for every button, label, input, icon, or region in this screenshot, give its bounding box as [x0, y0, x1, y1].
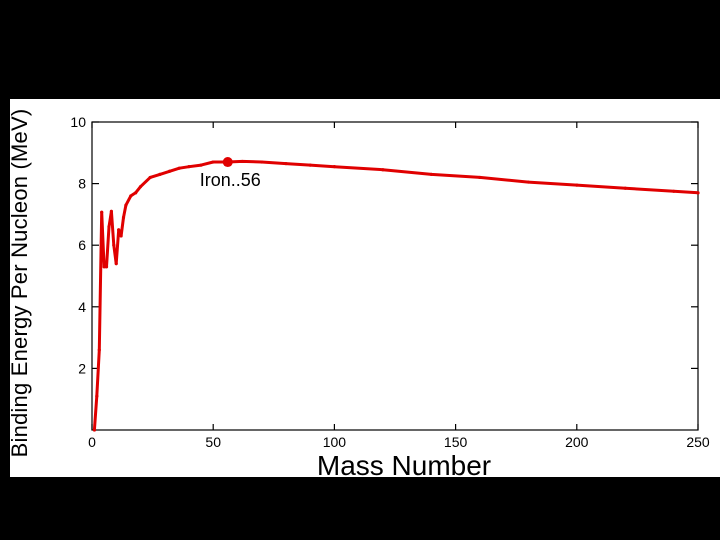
data-point	[104, 265, 109, 269]
data-point	[114, 262, 118, 266]
data-point	[575, 183, 579, 187]
plot-area-frame	[91, 121, 699, 431]
data-point	[100, 210, 104, 214]
x-tick-label: 200	[565, 434, 589, 450]
x-tick-label: 100	[323, 434, 347, 450]
iron-56-marker	[222, 157, 233, 168]
data-point	[134, 191, 138, 195]
binding-energy-series	[92, 159, 700, 432]
data-point	[95, 394, 99, 398]
data-point	[112, 243, 116, 247]
y-tick-label: 2	[78, 360, 86, 376]
data-point	[102, 265, 106, 269]
series-line	[92, 159, 700, 432]
x-axis-label: Mass Number	[316, 450, 492, 481]
data-point	[148, 175, 152, 180]
chart-annotations: Iron..56	[200, 157, 261, 190]
data-point	[429, 172, 433, 176]
data-point	[199, 163, 203, 167]
x-axis-ticks: 0 50 100 150 200 250	[88, 122, 710, 450]
y-tick-label: 4	[78, 299, 86, 315]
data-point	[381, 168, 385, 172]
y-tick-label: 10	[70, 114, 86, 130]
data-point	[107, 225, 111, 229]
x-tick-label: 250	[686, 434, 710, 450]
data-point	[97, 348, 101, 352]
iron-56-label: Iron..56	[200, 170, 261, 190]
data-point	[696, 191, 700, 195]
data-point	[129, 194, 133, 198]
data-point	[526, 180, 530, 184]
x-tick-label: 0	[88, 434, 96, 450]
chart-figure	[10, 99, 720, 477]
data-point	[478, 175, 482, 180]
data-point	[672, 189, 676, 193]
data-point	[124, 203, 128, 207]
data-point	[119, 234, 123, 238]
y-axis-ticks: 2 4 6 8 10	[70, 114, 698, 376]
y-tick-label: 8	[78, 176, 86, 192]
y-axis-label: Binding Energy Per Nucleon (MeV)	[7, 108, 32, 458]
data-point	[117, 228, 121, 232]
data-point	[138, 185, 143, 189]
x-tick-label: 50	[205, 434, 221, 450]
y-tick-label: 6	[78, 237, 86, 253]
data-point	[187, 165, 191, 169]
data-point	[332, 165, 336, 169]
data-point	[167, 169, 172, 173]
data-point	[177, 166, 181, 170]
x-tick-label: 150	[444, 434, 468, 450]
data-point	[308, 163, 312, 167]
data-point	[121, 215, 126, 220]
data-point	[284, 161, 288, 166]
data-point	[158, 172, 162, 176]
data-point	[109, 209, 113, 213]
data-point	[623, 186, 627, 190]
data-point	[211, 160, 215, 164]
data-point	[92, 428, 97, 432]
data-point	[240, 159, 244, 164]
data-point	[260, 160, 264, 164]
